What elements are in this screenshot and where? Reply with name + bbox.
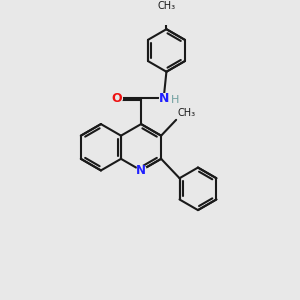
Text: O: O xyxy=(112,92,122,105)
Text: CH₃: CH₃ xyxy=(158,1,175,11)
Text: H: H xyxy=(171,95,179,105)
Text: CH₃: CH₃ xyxy=(178,109,196,118)
Text: N: N xyxy=(158,92,169,105)
Text: N: N xyxy=(136,164,146,177)
